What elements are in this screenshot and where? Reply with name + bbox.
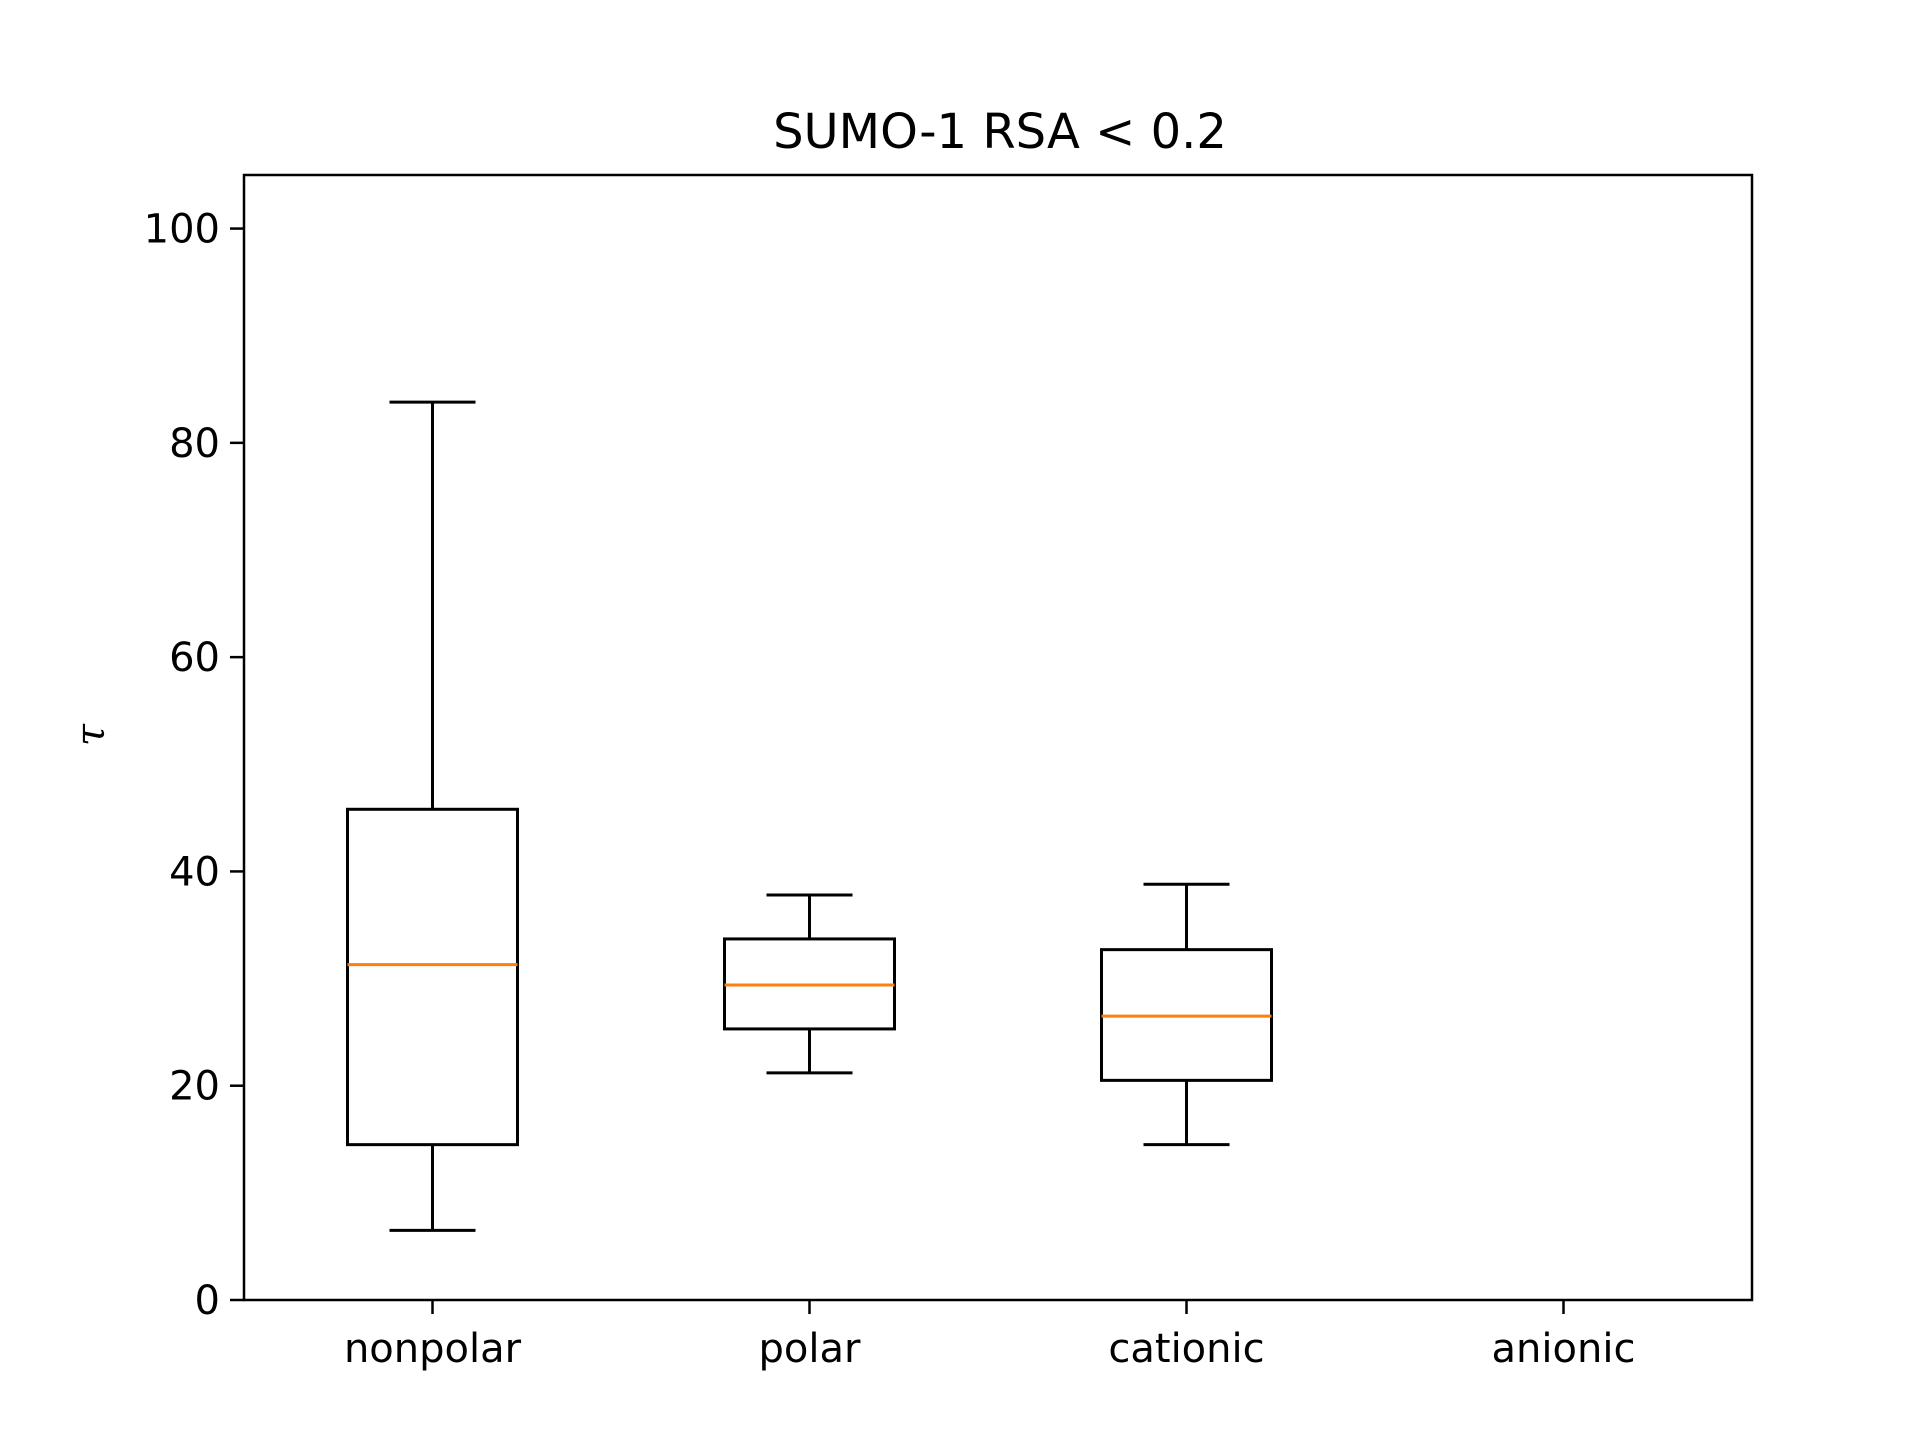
x-tick-label-cationic: cationic xyxy=(1108,1326,1264,1372)
y-axis: 0 20 40 60 80 100 xyxy=(144,207,244,1324)
y-tick-label: 20 xyxy=(169,1064,220,1110)
y-axis-label: τ xyxy=(68,723,114,746)
chart-title: SUMO-1 RSA < 0.2 xyxy=(773,104,1227,160)
x-tick-label-nonpolar: nonpolar xyxy=(344,1326,522,1372)
boxes-group xyxy=(346,400,1273,1232)
box-polar xyxy=(723,893,896,1075)
plot-frame xyxy=(242,173,1754,1302)
y-tick-label: 100 xyxy=(144,207,220,253)
iqr-box xyxy=(346,807,519,1147)
box-cationic xyxy=(1100,882,1273,1147)
x-axis: nonpolar polar cationic anionic xyxy=(344,1300,1636,1372)
y-tick-label: 60 xyxy=(169,635,220,681)
x-tick-label-polar: polar xyxy=(759,1326,861,1372)
y-tick-label: 0 xyxy=(195,1278,220,1324)
box-nonpolar xyxy=(346,400,519,1232)
x-tick-label-anionic: anionic xyxy=(1492,1326,1636,1372)
y-tick-label: 80 xyxy=(169,421,220,467)
y-tick-label: 40 xyxy=(169,849,220,895)
